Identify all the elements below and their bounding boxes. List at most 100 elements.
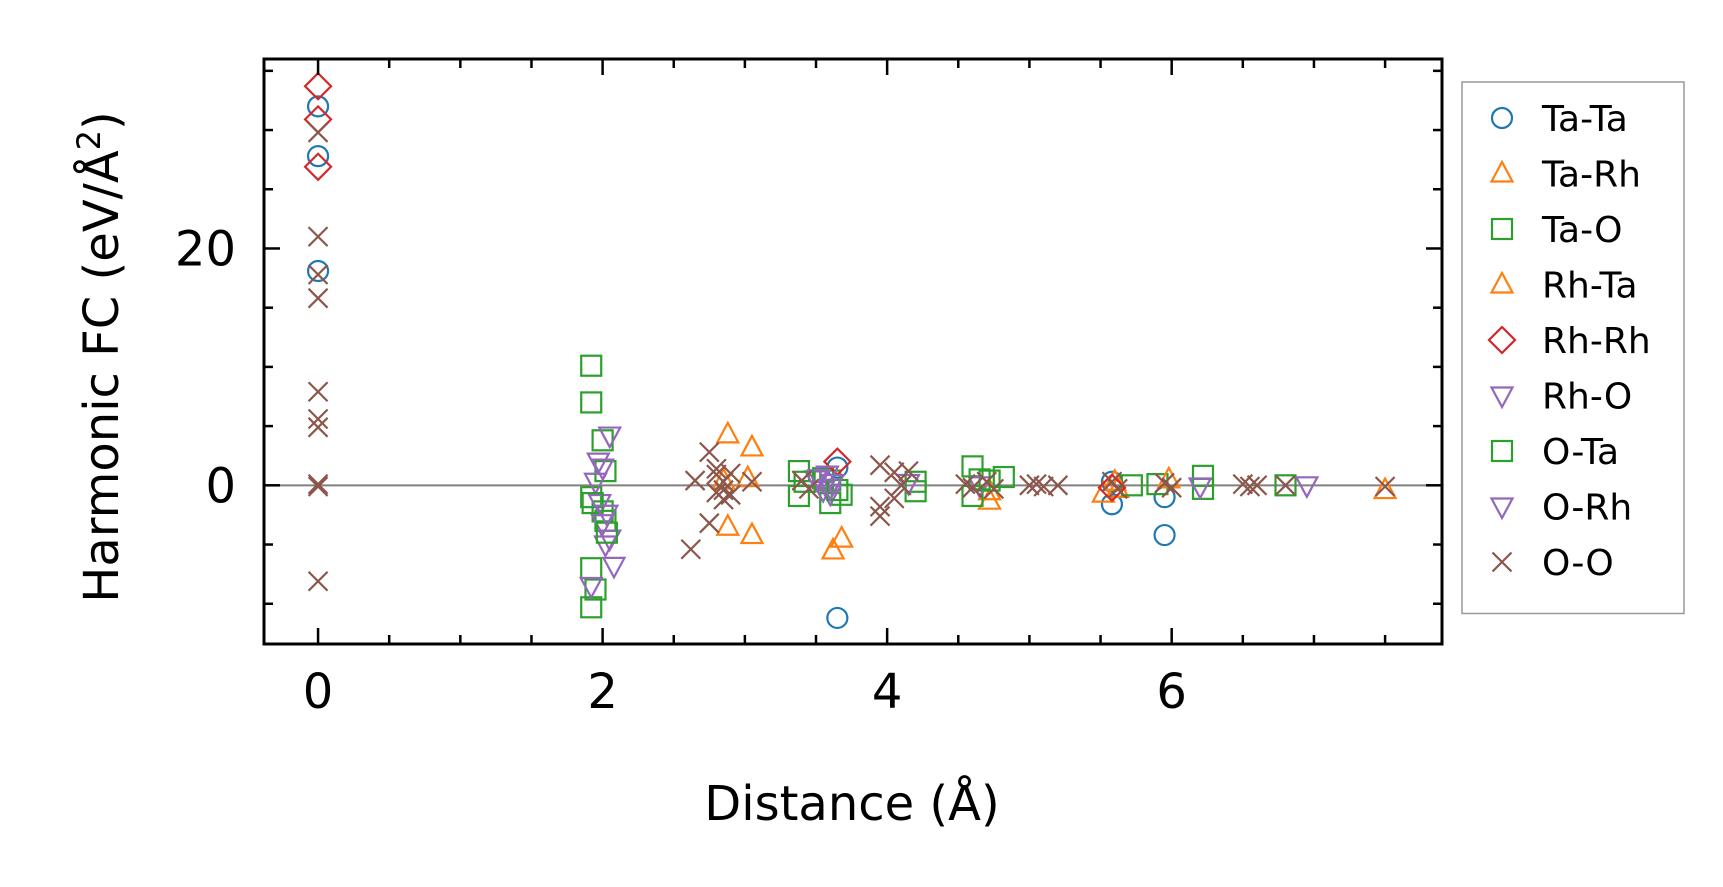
legend-label-rh-rh: Rh-Rh bbox=[1542, 321, 1651, 362]
point-ta-o bbox=[584, 578, 607, 601]
point-rh-rh bbox=[303, 152, 333, 182]
point-rh-o bbox=[583, 472, 608, 496]
x-axis-label: Distance (Å) bbox=[704, 775, 999, 832]
point-o-o bbox=[955, 473, 976, 495]
point-o-rh bbox=[817, 478, 843, 502]
legend-marker-ta-o bbox=[1490, 217, 1514, 241]
point-o-o bbox=[983, 478, 1005, 500]
frame-layer bbox=[262, 57, 1444, 646]
point-ta-rh bbox=[829, 524, 854, 548]
point-o-o bbox=[307, 473, 329, 495]
series-ta-ta bbox=[306, 95, 1176, 630]
point-ta-ta bbox=[826, 606, 849, 630]
x-tick-label: 0 bbox=[303, 664, 334, 720]
y-axis-label: Harmonic FC (eV/Å2) bbox=[70, 111, 130, 603]
point-ta-rh bbox=[1372, 476, 1398, 500]
point-o-o bbox=[699, 512, 720, 534]
point-rh-o bbox=[578, 576, 604, 600]
point-ta-o bbox=[580, 354, 603, 377]
point-o-o bbox=[1239, 476, 1261, 497]
legend-item-o-ta: O-Ta bbox=[1490, 432, 1619, 473]
series-o-o bbox=[307, 122, 1396, 592]
point-o-o bbox=[883, 488, 905, 509]
point-o-o bbox=[1161, 477, 1182, 498]
point-o-o bbox=[1047, 475, 1069, 496]
point-ta-ta bbox=[1153, 523, 1176, 547]
point-o-ta bbox=[581, 491, 604, 515]
tick-layer: 0 2 4 6 0 20 bbox=[175, 59, 1442, 720]
x-tick-label: 4 bbox=[872, 664, 903, 720]
legend-marker-rh-ta bbox=[1489, 270, 1515, 294]
series-o-ta bbox=[581, 468, 991, 544]
legend-label-o-ta: O-Ta bbox=[1542, 432, 1619, 473]
legend-item-ta-ta: Ta-Ta bbox=[1490, 99, 1628, 140]
y-axis-label-superscript: 2 bbox=[70, 130, 108, 150]
legend-label-ta-ta: Ta-Ta bbox=[1541, 99, 1628, 140]
point-ta-rh bbox=[715, 512, 741, 536]
point-ta-o bbox=[1191, 464, 1215, 487]
point-o-o bbox=[891, 475, 912, 496]
point-o-o bbox=[307, 476, 329, 497]
point-o-o bbox=[307, 381, 329, 403]
legend-marker-rh-o bbox=[1489, 386, 1515, 410]
legend-marker-o-rh bbox=[1489, 497, 1515, 521]
y-axis-label-end: ) bbox=[74, 111, 130, 130]
point-rh-rh bbox=[1097, 473, 1127, 503]
legend-item-rh-ta: Rh-Ta bbox=[1489, 266, 1638, 307]
y-tick-label: 20 bbox=[175, 221, 236, 277]
x-tick-label: 2 bbox=[587, 664, 618, 720]
legend-marker-ta-ta bbox=[1490, 106, 1514, 130]
point-ta-o bbox=[961, 484, 984, 508]
point-ta-rh bbox=[715, 420, 741, 444]
legend-marker-o-ta bbox=[1490, 439, 1514, 463]
point-rh-o bbox=[597, 529, 623, 553]
point-o-o bbox=[741, 471, 763, 493]
point-ta-o bbox=[787, 484, 811, 508]
x-tick-label: 6 bbox=[1156, 664, 1187, 720]
legend-label-ta-rh: Ta-Rh bbox=[1541, 155, 1641, 196]
point-o-o bbox=[869, 496, 891, 517]
legend-label-o-o: O-O bbox=[1542, 543, 1614, 584]
point-ta-ta bbox=[306, 95, 330, 118]
point-o-o bbox=[680, 538, 702, 560]
legend-item-rh-rh: Rh-Rh bbox=[1487, 321, 1651, 362]
point-rh-o bbox=[1187, 477, 1213, 501]
point-ta-o bbox=[819, 491, 842, 515]
legend-box bbox=[1461, 81, 1685, 615]
y-tick-label: 0 bbox=[205, 458, 236, 514]
plot-frame bbox=[262, 57, 1444, 646]
point-o-o bbox=[307, 570, 329, 592]
legend-label-ta-o: Ta-O bbox=[1541, 210, 1622, 251]
point-rh-rh bbox=[303, 71, 333, 101]
point-ta-ta bbox=[306, 145, 330, 168]
legend-item-o-rh: O-Rh bbox=[1489, 488, 1632, 529]
legend-marker-ta-rh bbox=[1489, 159, 1515, 183]
point-o-o bbox=[1374, 476, 1396, 497]
point-o-o bbox=[307, 287, 329, 309]
series-rh-o bbox=[578, 426, 1320, 600]
legend-label-rh-o: Rh-O bbox=[1542, 377, 1632, 418]
point-ta-rh bbox=[739, 433, 765, 457]
point-o-o bbox=[307, 417, 329, 438]
point-ta-rh bbox=[739, 521, 765, 545]
point-o-o bbox=[1246, 475, 1268, 496]
point-o-o bbox=[1026, 473, 1047, 495]
series-o-rh bbox=[585, 452, 843, 528]
legend-marker-rh-rh bbox=[1487, 325, 1517, 355]
point-ta-o bbox=[580, 557, 603, 580]
point-rh-o bbox=[1294, 476, 1320, 500]
point-o-o bbox=[869, 505, 891, 527]
point-rh-o bbox=[817, 484, 843, 508]
point-o-ta bbox=[595, 521, 618, 544]
point-o-o bbox=[720, 484, 741, 506]
point-ta-rh bbox=[977, 486, 1002, 510]
point-o-o bbox=[307, 408, 329, 430]
point-o-rh bbox=[585, 452, 611, 476]
legend-marker-o-o bbox=[1491, 551, 1513, 573]
point-o-rh bbox=[594, 504, 620, 528]
point-o-o bbox=[699, 441, 720, 463]
point-rh-o bbox=[597, 426, 623, 450]
point-o-o bbox=[720, 463, 741, 484]
legend-item-o-o: O-O bbox=[1491, 543, 1614, 584]
